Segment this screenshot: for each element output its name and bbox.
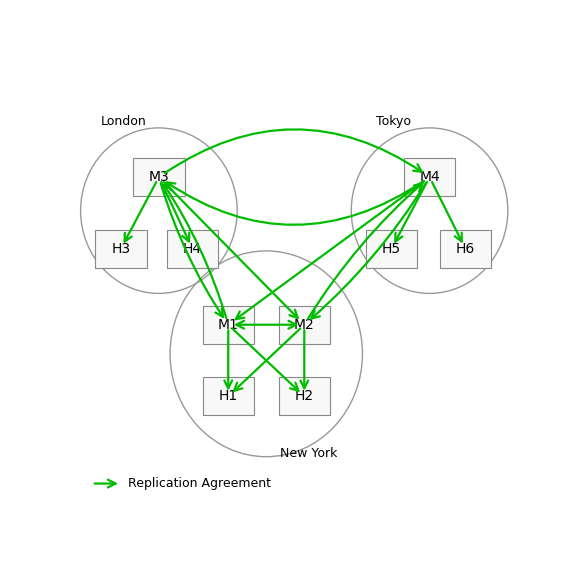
Text: H5: H5	[382, 242, 401, 256]
Text: H2: H2	[295, 389, 314, 403]
Text: Replication Agreement: Replication Agreement	[128, 477, 271, 490]
Text: H1: H1	[219, 389, 238, 403]
FancyBboxPatch shape	[278, 306, 330, 344]
Text: New York: New York	[280, 447, 337, 460]
Text: H6: H6	[456, 242, 475, 256]
Text: M1: M1	[218, 318, 239, 332]
FancyBboxPatch shape	[278, 377, 330, 415]
Text: Tokyo: Tokyo	[376, 115, 411, 128]
FancyBboxPatch shape	[167, 229, 218, 268]
Text: M2: M2	[294, 318, 315, 332]
FancyBboxPatch shape	[202, 306, 254, 344]
FancyBboxPatch shape	[95, 229, 147, 268]
FancyBboxPatch shape	[404, 158, 455, 196]
FancyBboxPatch shape	[366, 229, 417, 268]
FancyBboxPatch shape	[202, 377, 254, 415]
FancyBboxPatch shape	[133, 158, 185, 196]
Text: M3: M3	[149, 170, 169, 184]
Text: H4: H4	[183, 242, 202, 256]
Text: London: London	[101, 115, 146, 128]
Text: M4: M4	[419, 170, 440, 184]
Text: H3: H3	[111, 242, 130, 256]
FancyBboxPatch shape	[439, 229, 491, 268]
